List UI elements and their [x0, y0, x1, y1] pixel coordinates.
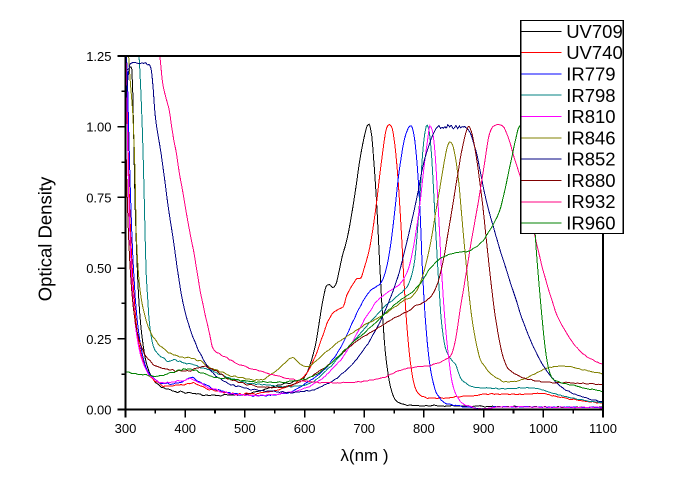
svg-text:0.75: 0.75	[86, 190, 111, 205]
svg-text:500: 500	[234, 421, 256, 436]
svg-text:IR810: IR810	[566, 106, 615, 127]
svg-text:Optical Density: Optical Density	[35, 176, 56, 301]
svg-text:UV709: UV709	[566, 21, 623, 42]
svg-text:λ(nm ): λ(nm )	[340, 446, 388, 465]
svg-text:700: 700	[353, 421, 375, 436]
svg-text:IR846: IR846	[566, 127, 615, 148]
svg-text:900: 900	[473, 421, 495, 436]
svg-text:400: 400	[174, 421, 196, 436]
svg-text:1000: 1000	[529, 421, 558, 436]
svg-text:IR932: IR932	[566, 191, 615, 212]
svg-text:1.00: 1.00	[86, 120, 111, 135]
svg-text:IR852: IR852	[566, 149, 615, 170]
svg-text:1100: 1100	[589, 421, 617, 436]
svg-text:300: 300	[115, 421, 137, 436]
svg-text:600: 600	[294, 421, 316, 436]
svg-text:0.25: 0.25	[86, 332, 111, 347]
svg-text:0.00: 0.00	[86, 403, 111, 418]
svg-text:0.50: 0.50	[86, 261, 111, 276]
svg-text:IR798: IR798	[566, 85, 615, 106]
svg-text:IR960: IR960	[566, 213, 615, 234]
svg-text:IR880: IR880	[566, 170, 615, 191]
svg-text:IR779: IR779	[566, 64, 615, 85]
svg-text:800: 800	[413, 421, 435, 436]
svg-text:UV740: UV740	[566, 42, 623, 63]
svg-text:1.25: 1.25	[86, 49, 111, 64]
